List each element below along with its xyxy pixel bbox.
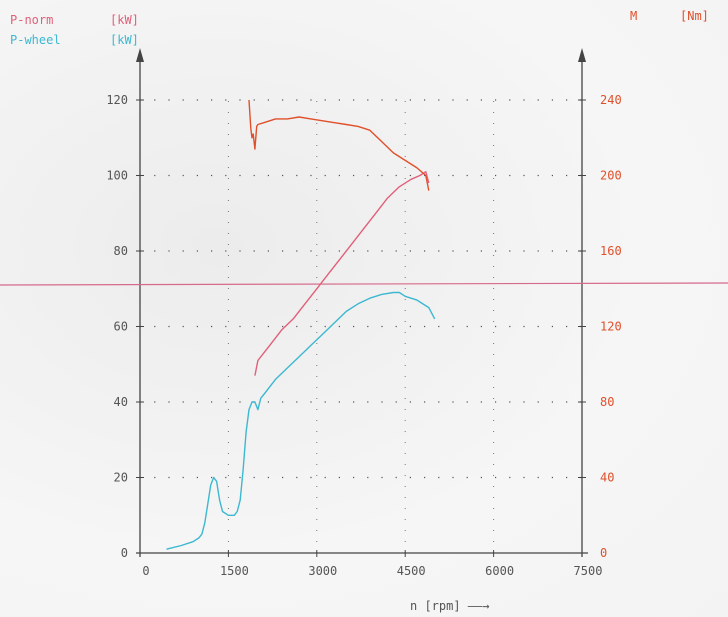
right-tick-label: 0	[600, 546, 607, 560]
x-tick-label: 0	[142, 564, 149, 578]
legend-p-wheel-name: P-wheel	[10, 33, 61, 47]
left-tick-label: 40	[114, 395, 128, 409]
left-axis-arrow	[136, 48, 144, 62]
right-axis-arrow	[578, 48, 586, 62]
right-tick-label: 160	[600, 244, 622, 258]
left-tick-label: 80	[114, 244, 128, 258]
right-axis-symbol: M	[630, 9, 637, 23]
reference-line	[0, 282, 728, 286]
left-tick-label: 100	[106, 169, 128, 183]
right-tick-label: 80	[600, 395, 614, 409]
chart-plot-area: 0 20 40 60 80 100 120 0 40 80 120 160 200 240 0 1500 300…	[0, 48, 728, 578]
series-line-m	[248, 99, 430, 191]
left-tick-label: 120	[106, 93, 128, 107]
right-tick-label: 200	[600, 169, 622, 183]
right-tick-label: 40	[600, 471, 614, 485]
series-line-p-wheel	[166, 291, 436, 550]
x-tick-label: 4500	[397, 564, 426, 578]
right-tick-label: 120	[600, 320, 622, 334]
x-tick-label: 6000	[485, 564, 514, 578]
legend-p-norm-unit: [kW]	[110, 13, 139, 27]
x-axis-label: n [rpm] ——→	[410, 599, 489, 613]
legend-p-wheel-unit: [kW]	[110, 33, 139, 47]
series-line-p-norm	[254, 170, 430, 376]
left-tick-label: 60	[114, 320, 128, 334]
left-tick-label: 0	[121, 546, 128, 560]
x-tick-label: 7500	[574, 564, 603, 578]
x-tick-label: 1500	[220, 564, 249, 578]
left-tick-label: 20	[114, 471, 128, 485]
x-tick-label: 3000	[308, 564, 337, 578]
legend-p-norm-name: P-norm	[10, 13, 53, 27]
right-tick-label: 240	[600, 93, 622, 107]
right-axis-unit: [Nm]	[680, 9, 709, 23]
